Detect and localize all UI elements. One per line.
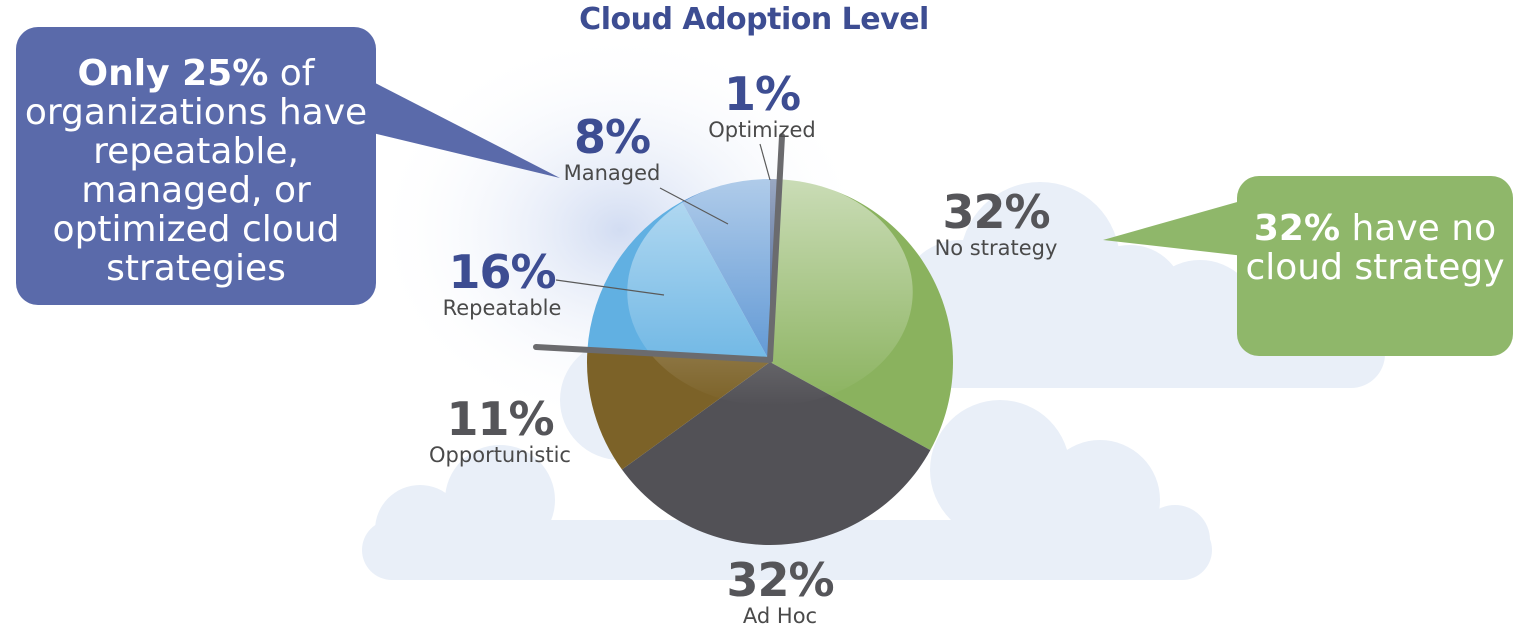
pie-gloss [627, 178, 913, 406]
right-callout-body: have no cloud strategy [1245, 208, 1505, 288]
right-callout-text: 32% have no cloud strategy [1238, 209, 1512, 287]
value-label-opportunistic: 11% [446, 392, 554, 446]
category-label-repeatable: Repeatable [442, 296, 562, 320]
category-label-managed: Managed [563, 161, 661, 185]
right-callout-bubble [1103, 176, 1513, 356]
category-label-optimized: Optimized [708, 118, 816, 142]
separator-rule-horizontal [533, 344, 773, 363]
left-callout-bubble [16, 27, 560, 305]
value-label-managed: 8% [573, 110, 651, 164]
label-ad-hoc: 32% Ad Hoc [690, 556, 870, 628]
separator-rule-vertical [767, 133, 785, 363]
label-optimized: 1% Optimized [672, 70, 852, 142]
value-label-repeatable: 16% [448, 245, 556, 299]
leader-lines [555, 143, 771, 296]
leader-line-optimized [759, 143, 771, 181]
label-managed: 8% Managed [522, 113, 702, 185]
label-no-strategy: 32% No strategy [906, 188, 1086, 260]
pie-highlight [627, 178, 913, 406]
pie-slice-ad-hoc [621, 362, 931, 545]
category-label-opportunistic: Opportunistic [429, 443, 571, 467]
value-label-optimized: 1% [723, 67, 801, 121]
left-callout-text: Only 25% of organizations have repeatabl… [18, 54, 374, 288]
label-repeatable: 16% Repeatable [412, 248, 592, 320]
left-callout-highlight: Only 25% [77, 53, 269, 94]
value-label-ad-hoc: 32% [726, 553, 834, 607]
left-callout-body: of organizations have repeatable, manage… [24, 53, 368, 289]
category-label-no-strategy: No strategy [934, 236, 1058, 260]
leader-line-managed [659, 187, 729, 225]
leader-line-repeatable [555, 279, 665, 296]
value-label-no-strategy: 32% [942, 185, 1050, 239]
right-callout-highlight: 32% [1253, 208, 1341, 249]
category-label-ad-hoc: Ad Hoc [742, 604, 818, 628]
chart-title: Cloud Adoption Level [579, 2, 929, 37]
label-opportunistic: 11% Opportunistic [400, 395, 600, 467]
